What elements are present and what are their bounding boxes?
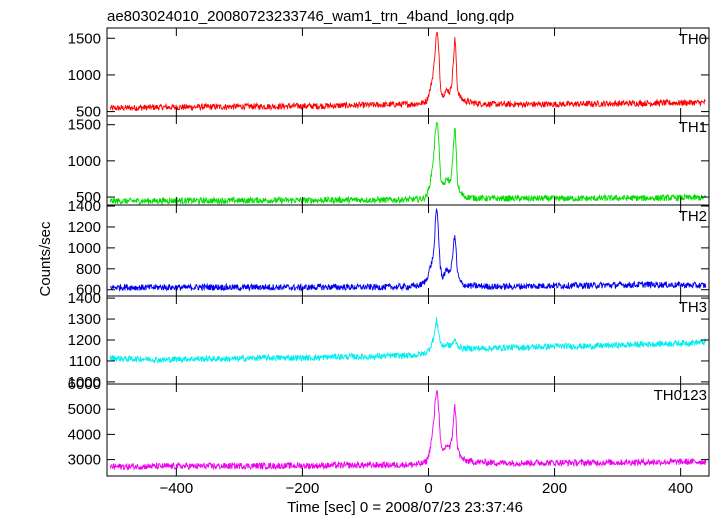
- y-tick-label: 6000: [68, 376, 101, 393]
- panel-th0123: 3000 4000 5000 6000 TH0123: [68, 376, 710, 477]
- y-tick-label: 1400: [68, 290, 101, 307]
- y-tick-label: 1100: [69, 353, 101, 370]
- y-tick-label: 1000: [68, 240, 101, 257]
- series-line-th0123: [109, 389, 707, 471]
- series-line-th0: [109, 31, 706, 112]
- panel-label-th0: TH0: [679, 31, 707, 48]
- x-tick-label: 400: [668, 480, 693, 497]
- y-tick-label: 500: [76, 189, 101, 206]
- y-tick-label: 1000: [68, 374, 101, 391]
- panel-th2: 600 800 1000 1200 1400 TH2: [68, 198, 710, 299]
- panel-th0: 500 1000 1500 TH0: [68, 27, 710, 121]
- panel-frame: [106, 204, 710, 297]
- y-tick-label: 5000: [68, 401, 101, 418]
- x-axis-label: Time [sec] 0 = 2008/07/23 23:37:46: [287, 499, 523, 516]
- y-tick-label: 3000: [68, 452, 101, 469]
- series-line-th3: [109, 317, 707, 364]
- y-axis-label: Counts/sec: [37, 221, 54, 297]
- y-tick-label: 1500: [68, 30, 101, 47]
- panel-frame: [106, 115, 710, 206]
- y-tick-label: 800: [76, 261, 101, 278]
- y-tick-label: 1000: [68, 153, 101, 170]
- y-tick-label: 1400: [68, 198, 101, 215]
- panel-label-th2: TH2: [679, 208, 707, 225]
- chart-title: ae803024010_20080723233746_wam1_trn_4ban…: [107, 8, 514, 25]
- y-tick-label: 1000: [68, 67, 101, 84]
- y-tick-label: 500: [76, 104, 101, 121]
- panel-frame: [106, 295, 710, 385]
- y-tick-label: 600: [76, 282, 101, 299]
- series-line-th2: [109, 208, 707, 292]
- x-tick-label: −200: [286, 480, 320, 497]
- x-tick-label: 200: [542, 480, 567, 497]
- x-tick-label: 0: [424, 480, 432, 497]
- series-line-th1: [109, 122, 707, 206]
- panel-group: 500 1000 1500 TH0 500 1000 1500 TH1 600 800 1000 12…: [68, 27, 710, 497]
- panel-th1: 500 1000 1500 TH1: [68, 115, 710, 206]
- y-tick-label: 1500: [68, 117, 101, 134]
- y-tick-label: 1300: [68, 311, 101, 328]
- panel-label-th3: TH3: [679, 299, 707, 316]
- y-tick-label: 1200: [68, 219, 101, 236]
- panel-label-th0123: TH0123: [654, 387, 707, 404]
- y-tick-label: 1200: [68, 332, 101, 349]
- y-tick-label: 4000: [68, 426, 101, 443]
- panel-th3: 1000 1100 1200 1300 1400 TH3: [68, 290, 710, 391]
- panel-frame: [106, 383, 710, 477]
- panel-label-th1: TH1: [679, 119, 707, 136]
- x-tick-label: −400: [159, 480, 193, 497]
